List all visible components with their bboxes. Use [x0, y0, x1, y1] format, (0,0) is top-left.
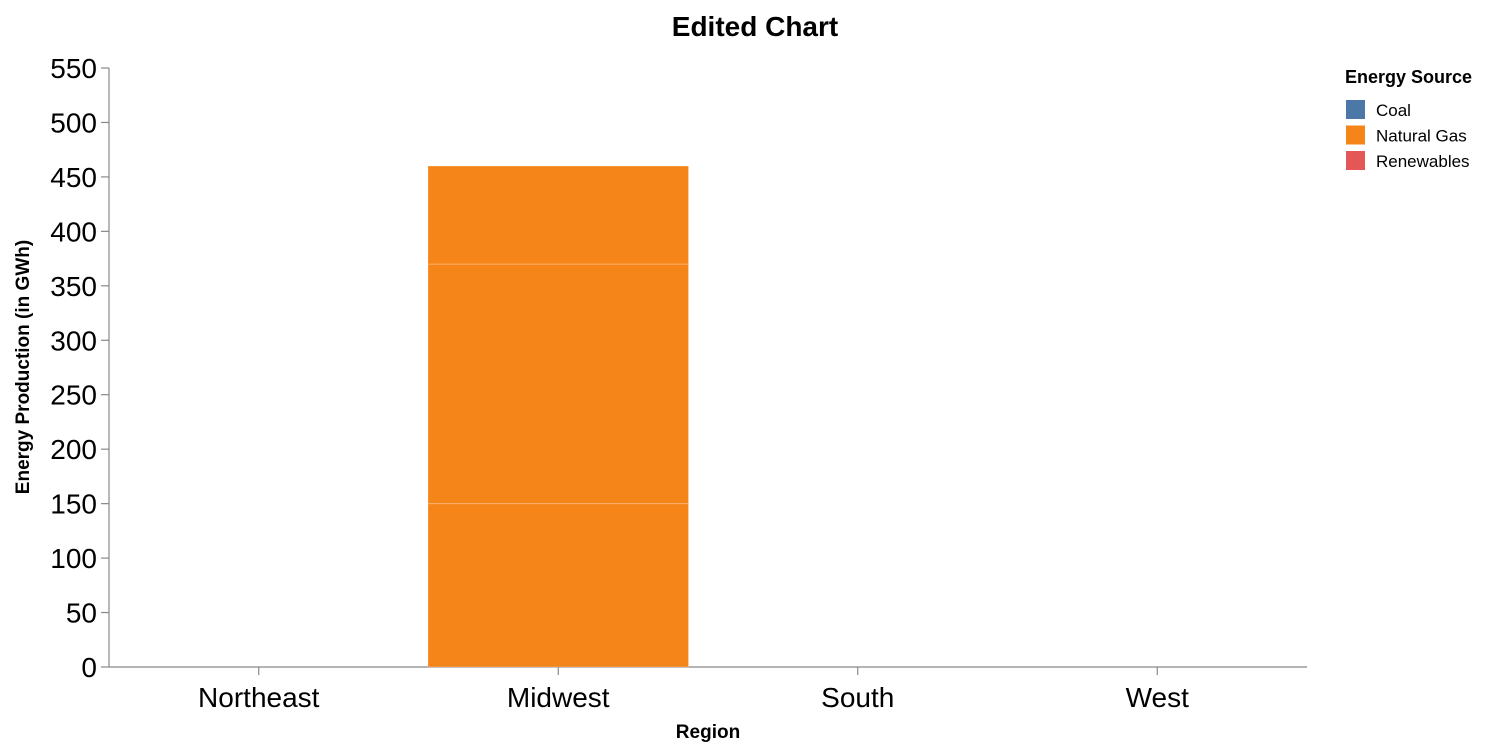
x-axis-title: Region — [676, 722, 740, 743]
y-tick-label: 550 — [50, 53, 97, 84]
y-tick-label: 0 — [81, 652, 97, 683]
x-tick-label: Northeast — [198, 682, 320, 713]
y-axis-title: Energy Production (in GWh) — [13, 240, 34, 494]
legend-swatch — [1346, 125, 1365, 145]
chart-title: Edited Chart — [672, 11, 838, 42]
y-tick-label: 100 — [50, 543, 97, 574]
y-tick-label: 150 — [50, 489, 97, 520]
x-axis: Northeast Midwest South West — [109, 666, 1307, 713]
bar-segment — [427, 503, 690, 668]
bars — [427, 165, 690, 668]
y-tick-label: 200 — [50, 434, 97, 465]
legend: Energy Source Coal Natural Gas Renewables — [1345, 67, 1472, 171]
y-tick-label: 250 — [50, 380, 97, 411]
y-tick-label: 300 — [50, 325, 97, 356]
x-tick-label: West — [1126, 682, 1189, 713]
y-axis: 0 50 100 150 200 250 300 350 400 450 500 550 — [50, 53, 110, 683]
y-tick-label: 450 — [50, 162, 97, 193]
legend-label: Coal — [1376, 101, 1411, 120]
x-tick-label: Midwest — [507, 682, 610, 713]
legend-label: Renewables — [1376, 152, 1470, 171]
x-tick-label: South — [821, 682, 894, 713]
legend-label: Natural Gas — [1376, 127, 1467, 146]
bar-segment — [427, 263, 690, 505]
y-tick-label: 50 — [66, 598, 97, 629]
y-tick-label: 350 — [50, 271, 97, 302]
legend-swatch — [1346, 151, 1365, 170]
legend-title: Energy Source — [1345, 67, 1472, 87]
y-tick-label: 400 — [50, 216, 97, 247]
y-tick-label: 500 — [50, 107, 97, 138]
legend-swatch — [1346, 100, 1365, 119]
bar-segment — [427, 165, 690, 265]
